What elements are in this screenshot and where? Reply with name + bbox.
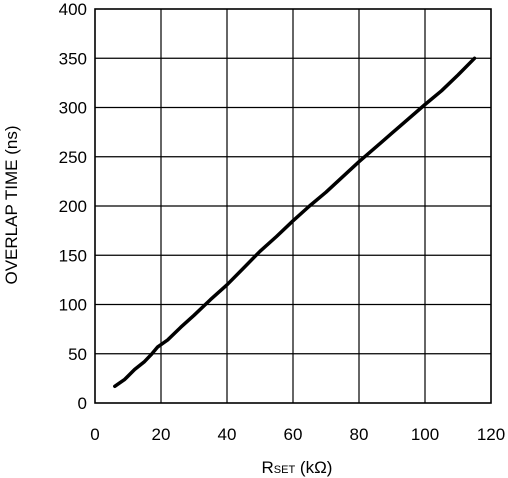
y-tick-label: 0 (78, 394, 87, 413)
x-tick-label: 120 (477, 425, 505, 444)
series-line (113, 56, 477, 389)
x-tick-label: 20 (152, 425, 171, 444)
x-tick-label: 0 (90, 425, 99, 444)
y-axis-label: OVERLAP TIME (ns) (2, 125, 21, 284)
x-tick-labels: 0 20 40 60 80 100 120 (90, 425, 505, 444)
x-tick-label: 80 (350, 425, 369, 444)
plot-frame (94, 8, 492, 404)
y-tick-label: 400 (59, 0, 87, 19)
x-tick-label: 100 (411, 425, 439, 444)
y-tick-label: 100 (59, 296, 87, 315)
x-axis-label-subscript: SET (274, 464, 296, 476)
x-axis-label-unit: (kΩ) (295, 458, 332, 477)
series-layer (113, 56, 477, 389)
y-tick-label: 50 (68, 345, 87, 364)
y-tick-label: 150 (59, 246, 87, 265)
y-tick-label: 200 (59, 197, 87, 216)
grid (95, 9, 491, 403)
x-axis-label: RSET (kΩ) (262, 458, 333, 477)
y-tick-label: 350 (59, 49, 87, 68)
x-tick-label: 40 (218, 425, 237, 444)
y-tick-label: 250 (59, 148, 87, 167)
y-tick-label: 300 (59, 99, 87, 118)
x-axis-label-main: R (262, 458, 274, 477)
y-tick-labels: 0 50 100 150 200 250 300 350 400 (59, 0, 87, 413)
x-tick-label: 60 (284, 425, 303, 444)
